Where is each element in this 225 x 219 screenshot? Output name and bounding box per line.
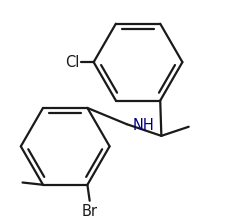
Text: Br: Br: [81, 204, 97, 219]
Text: NH: NH: [132, 118, 153, 133]
Text: Cl: Cl: [65, 55, 80, 70]
